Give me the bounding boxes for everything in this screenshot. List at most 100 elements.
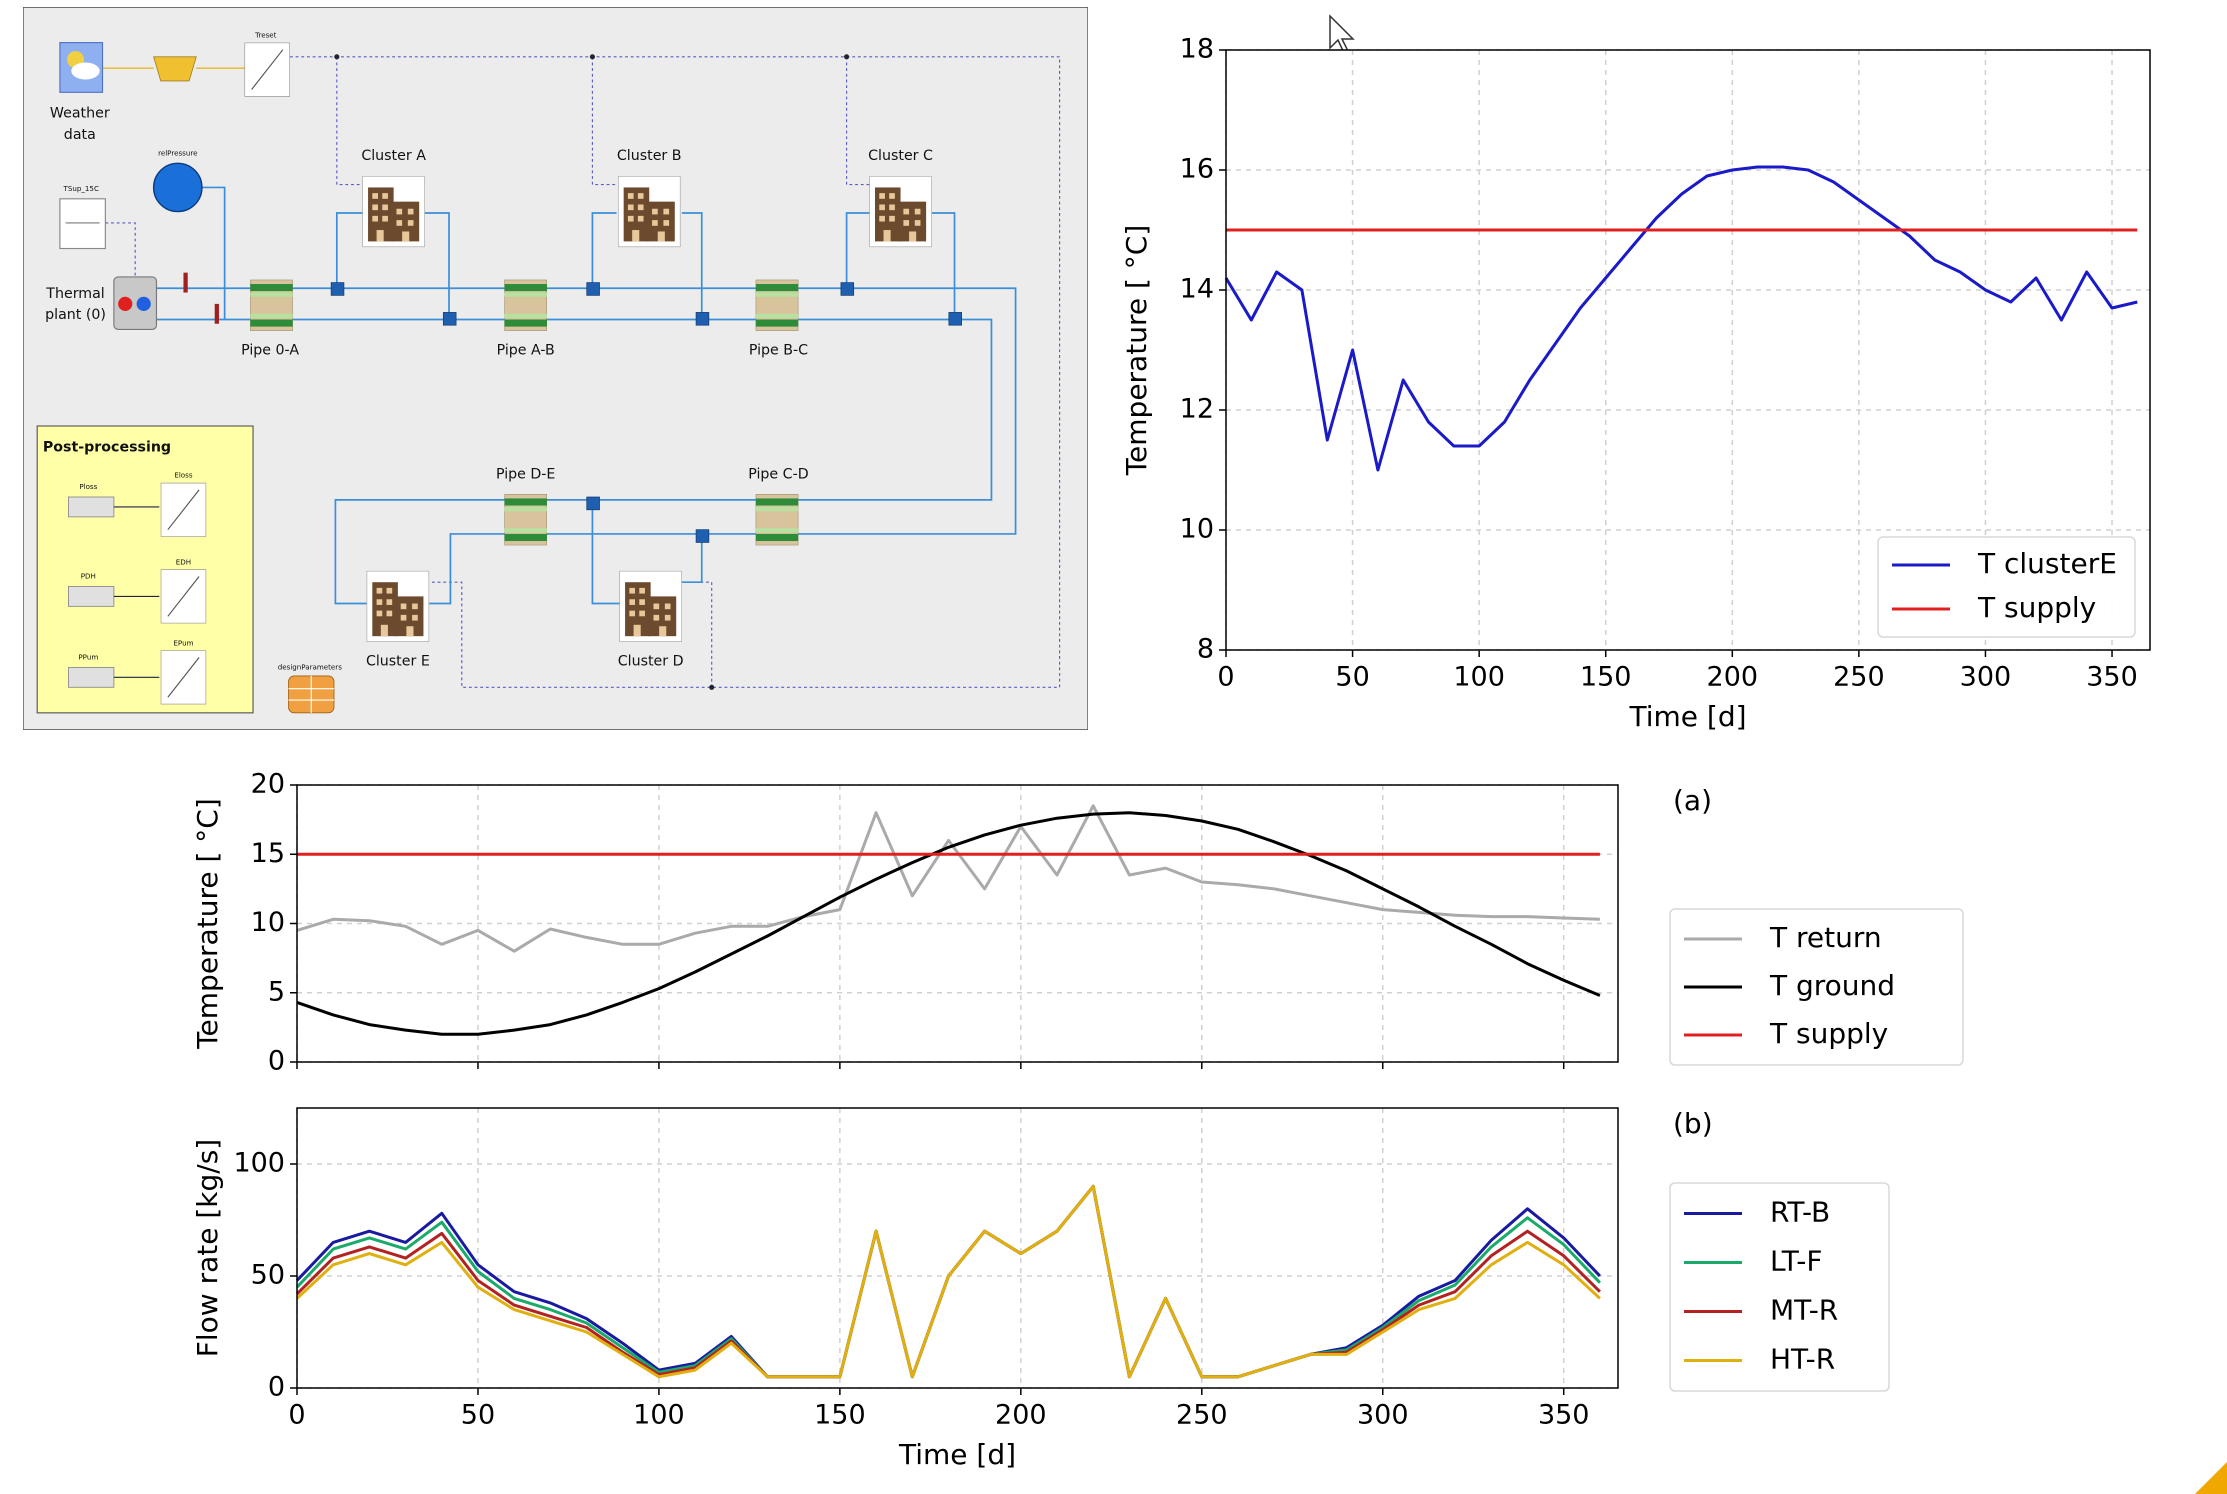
x-tick-label: 200: [995, 1400, 1047, 1431]
pipe: [250, 279, 293, 331]
series-line: [1224, 165, 2138, 472]
x-tick-label: 350: [2086, 662, 2138, 693]
pipe-label: Pipe C-D: [748, 466, 808, 482]
y-tick-label: 0: [268, 1372, 285, 1403]
plot-frame: [1225, 49, 2151, 651]
bus-connector: [153, 56, 197, 82]
cluster-icon: [869, 176, 932, 248]
pipe: [504, 494, 547, 546]
series-line: [295, 1184, 1601, 1379]
panel-label: (b): [1673, 1107, 1713, 1140]
pp-output-label: Eloss: [174, 471, 192, 480]
legend-box: [1669, 1182, 1890, 1392]
y-tick-label: 50: [251, 1260, 285, 1291]
y-axis-label: Temperature [ °C]: [191, 798, 224, 1050]
sensor: [214, 303, 219, 324]
legend-label: LT-F: [1770, 1245, 1823, 1278]
x-tick-label: 200: [1707, 662, 1759, 693]
cluster-icon: [362, 176, 425, 248]
pipe: [755, 279, 799, 331]
x-tick-label: 50: [1335, 662, 1369, 693]
legend-label: T clusterE: [1977, 547, 2117, 580]
sensor: [183, 272, 188, 293]
pipe: [504, 279, 547, 331]
series-line: [296, 811, 1601, 1036]
x-tick-label: 250: [1833, 662, 1885, 693]
pp-input-label: PPum: [78, 652, 98, 661]
mouse-cursor: [1329, 14, 1355, 55]
post-processing-rows: [68, 482, 207, 705]
cluster-label: Cluster A: [361, 148, 426, 164]
pipe-label: Pipe D-E: [496, 466, 555, 482]
post-processing-title: Post-processing: [43, 439, 171, 455]
pipe-label: Pipe A-B: [497, 343, 555, 359]
x-axis-label: Time [d]: [1628, 700, 1746, 733]
series-line: [296, 804, 1600, 953]
pp-input-label: Ploss: [79, 482, 97, 491]
x-tick-label: 0: [1217, 662, 1234, 693]
y-tick-label: 100: [233, 1148, 285, 1179]
signal-lines: [105, 56, 1061, 688]
legend-label: T supply: [1977, 591, 2096, 624]
x-tick-label: 0: [288, 1400, 305, 1431]
pp-output-label: EDH: [176, 557, 191, 566]
thermal-plant: [113, 276, 158, 331]
y-axis-label: Temperature [ °C]: [1120, 225, 1153, 477]
y-tick-label: 10: [251, 907, 285, 938]
pipe-network: [156, 186, 1017, 605]
pressure-label: relPressure: [158, 148, 197, 157]
x-tick-label: 250: [1176, 1400, 1228, 1431]
legend-label: HT-R: [1770, 1343, 1835, 1376]
legend-box: [1877, 536, 2136, 638]
corner-accent: [2195, 1462, 2227, 1494]
treset-label: Treset: [254, 31, 276, 40]
x-tick-label: 350: [1538, 1400, 1590, 1431]
pp-output-label: EPum: [173, 638, 193, 647]
y-tick-label: 5: [268, 976, 285, 1007]
weather-label: data: [64, 127, 96, 143]
legend-label: MT-R: [1770, 1294, 1838, 1327]
tsup-block: [59, 198, 106, 250]
cluster-label: Cluster E: [366, 654, 430, 670]
plant-label: plant (0): [45, 307, 106, 323]
x-tick-label: 100: [1453, 662, 1505, 693]
x-tick-label: 50: [461, 1400, 495, 1431]
cluster-icon: [619, 570, 682, 642]
pipe-label: Pipe B-C: [749, 343, 808, 359]
x-tick-label: 100: [633, 1400, 685, 1431]
signal-nodes: [334, 54, 850, 690]
y-tick-label: 14: [1180, 274, 1214, 305]
y-tick-label: 15: [251, 838, 285, 869]
pressure-source: [152, 162, 203, 213]
legend-label: T return: [1769, 921, 1882, 954]
cluster-label: Cluster D: [618, 654, 684, 670]
cluster-icon: [617, 176, 681, 248]
tee-junctions: [330, 282, 962, 543]
y-tick-label: 10: [1180, 514, 1214, 545]
y-tick-label: 12: [1180, 394, 1214, 425]
y-tick-label: 18: [1180, 34, 1214, 65]
cluster-icon: [366, 570, 430, 642]
pipe: [755, 494, 799, 546]
pipe-label: Pipe 0-A: [241, 343, 299, 359]
y-tick-label: 8: [1197, 634, 1214, 665]
plant-cold: [136, 296, 151, 311]
plant-label: Thermal: [45, 286, 104, 302]
x-tick-label: 150: [814, 1400, 866, 1431]
design-grid: [288, 675, 334, 713]
legend-label: RT-B: [1770, 1196, 1830, 1229]
x-tick-label: 300: [1357, 1400, 1409, 1431]
x-tick-label: 150: [1580, 662, 1632, 693]
x-tick-label: 300: [1960, 662, 2012, 693]
legend-label: T supply: [1769, 1017, 1888, 1050]
plant-hot: [118, 296, 133, 311]
y-axis-label: Flow rate [kg/s]: [191, 1139, 224, 1357]
cluster-label: Cluster C: [868, 148, 933, 164]
plot-frame: [296, 1107, 1619, 1389]
legend-box: [1669, 908, 1964, 1066]
y-tick-label: 16: [1180, 154, 1214, 185]
plot-frame: [296, 784, 1619, 1063]
legend-label: T ground: [1769, 969, 1895, 1002]
cloud-icon: [71, 62, 100, 80]
